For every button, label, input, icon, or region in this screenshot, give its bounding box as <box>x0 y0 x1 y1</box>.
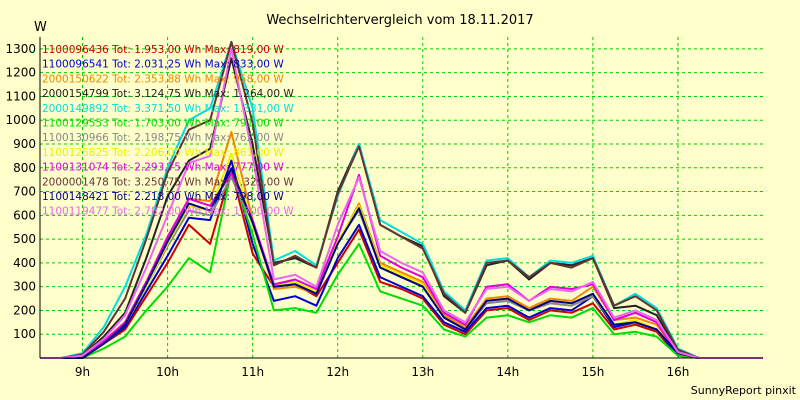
legend-entry: 2000150622 Tot: 2.353,88 Wh Max: 958,00 … <box>42 73 284 85</box>
x-tick-label: 11h <box>241 365 264 379</box>
x-tick-label: 12h <box>326 365 349 379</box>
legend-entry: 1100096436 Tot: 1.953,00 Wh Max: 819,00 … <box>42 44 284 56</box>
series-line <box>40 172 763 359</box>
y-tick-label: 100 <box>13 327 36 341</box>
series-line <box>40 152 763 359</box>
x-tick-label: 16h <box>667 365 690 379</box>
y-tick-label: 400 <box>13 256 36 270</box>
legend-entry: 2000154799 Tot: 3.124,75 Wh Max: 1.264,0… <box>42 88 294 100</box>
x-tick-label: 14h <box>496 365 519 379</box>
y-tick-label: 600 <box>13 208 36 222</box>
series-line <box>40 47 763 359</box>
series-line <box>40 169 763 359</box>
legend-entry: 2000149892 Tot: 3.371,50 Wh Max: 1.331,0… <box>42 103 294 115</box>
y-tick-label: 800 <box>13 161 36 175</box>
series-line <box>40 167 763 359</box>
series-line <box>40 169 763 359</box>
x-tick-label: 10h <box>156 365 179 379</box>
y-tick-label: 500 <box>13 232 36 246</box>
y-axis-label: W <box>34 20 47 35</box>
y-tick-label: 1200 <box>5 66 36 80</box>
x-tick-label: 13h <box>411 365 434 379</box>
legend-entry: 1100129553 Tot: 1.703,00 Wh Max: 791,00 … <box>42 118 284 130</box>
y-tick-label: 900 <box>13 137 36 151</box>
y-tick-label: 700 <box>13 185 36 199</box>
y-tick-label: 300 <box>13 280 36 294</box>
chart-title: Wechselrichtervergleich vom 18.11.2017 <box>266 13 533 28</box>
y-tick-label: 1100 <box>5 89 36 103</box>
legend-entry: 1100130966 Tot: 2.198,75 Wh Max: 762,00 … <box>42 132 284 144</box>
x-tick-label: 9h <box>75 365 90 379</box>
series-line <box>40 41 763 359</box>
legend-entry: 2000001478 Tot: 3.250,75 Wh Max: 1.329,0… <box>42 176 294 188</box>
series-line <box>40 40 763 359</box>
legend-entry: 1100119477 Tot: 2.782,00 Wh Max: 1.300,0… <box>42 206 294 218</box>
y-tick-label: 1300 <box>5 42 36 56</box>
axes: 100 200 300 400 500 600 700 800 900 1000 1100 1200 1… <box>5 37 763 379</box>
legend-entry: 1100096541 Tot: 2.031,25 Wh Max: 833,00 … <box>42 59 284 71</box>
legend-entry: 1100131074 Tot: 2.293,75 Wh Max: 777,00 … <box>42 162 284 174</box>
legend-entry: 1100148421 Tot: 2.218,00 Wh Max: 798,00 … <box>42 191 284 203</box>
footer-text: SunnyReport pinxit <box>691 384 797 397</box>
y-tick-label: 200 <box>13 303 36 317</box>
y-tick-label: 1000 <box>5 113 36 127</box>
x-tick-label: 15h <box>581 365 604 379</box>
data-series <box>40 40 763 359</box>
legend-entry: 1100125825 Tot: 2.206,00 Wh Max: 861,00 … <box>42 147 284 159</box>
legend: 1100096436 Tot: 1.953,00 Wh Max: 819,00 … <box>42 44 294 218</box>
